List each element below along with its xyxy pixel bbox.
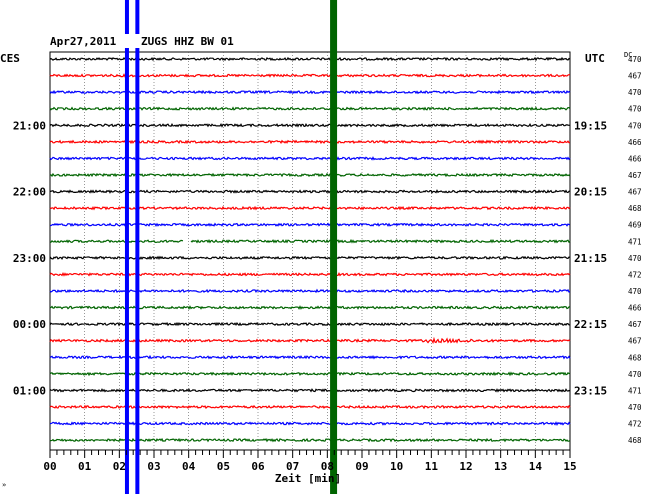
dc-value: 467 [628,171,642,180]
x-tick-label: 03 [147,460,160,473]
x-axis-title: Zeit [min] [275,472,341,485]
left-time-label: 00:00 [13,318,46,331]
dc-value: 467 [628,337,642,346]
x-tick-label: 01 [78,460,92,473]
x-tick-label: 10 [390,460,403,473]
dc-value: 469 [628,221,642,230]
left-time-label: 21:00 [13,119,46,132]
dc-value: 466 [628,304,642,313]
x-tick-label: 14 [529,460,543,473]
dc-value: 470 [628,287,642,296]
marker-layer [124,0,338,494]
label-layer: CES UTC DC Zeit [min] 470 467 470 470 470 466… [0,51,642,485]
x-tick-label: 08 [321,460,334,473]
x-tick-label: 05 [217,460,230,473]
dc-value: 467 [628,72,642,81]
dc-value: 470 [628,403,642,412]
station-label: ZUGS HHZ BW 01 [141,35,234,48]
right-time-label: 19:15 [574,119,607,132]
dc-value: 466 [628,154,642,163]
dc-value: 468 [628,436,642,445]
dc-value: 470 [628,55,642,64]
right-time-label: 20:15 [574,186,607,199]
x-tick-label: 00 [43,460,56,473]
dc-label: DC [624,51,632,59]
x-tick-label: 13 [494,460,507,473]
left-time-label: 01:00 [13,384,46,397]
dc-value: 467 [628,320,642,329]
right-timezone-label: UTC [585,52,605,65]
dc-value: 472 [628,420,642,429]
dc-value: 468 [628,353,642,362]
footer-mark: » [2,481,6,489]
x-tick-label: 02 [113,460,126,473]
x-tick-label: 06 [251,460,265,473]
dc-value: 467 [628,188,642,197]
axis-layer: 00 01 02 03 04 05 06 07 08 09 10 11 12 13 14 15 [43,450,577,473]
right-time-label: 21:15 [574,252,607,265]
date-label: Apr27,2011 [50,35,117,48]
right-time-label: 22:15 [574,318,607,331]
left-time-label: 22:00 [13,186,46,199]
right-time-label: 23:15 [574,384,607,397]
svg-text:»: » [2,481,6,489]
dc-value: 471 [628,237,642,246]
dc-value: 470 [628,254,642,263]
dc-value: 470 [628,88,642,97]
dc-value: 472 [628,270,642,279]
dc-value: 470 [628,105,642,114]
event-marker [330,0,338,494]
event-marker [135,0,140,494]
left-time-label: 23:00 [13,252,46,265]
x-tick-label: 09 [355,460,368,473]
plot-frame [49,51,571,451]
dc-value: 470 [628,121,642,130]
x-tick-label: 04 [182,460,196,473]
x-tick-label: 11 [425,460,439,473]
x-tick-label: 07 [286,460,299,473]
dc-value: 471 [628,386,642,395]
event-marker [124,0,129,494]
x-tick-label: 15 [563,460,576,473]
trace-12 [49,238,571,244]
x-tick-label: 12 [459,460,472,473]
dc-value: 468 [628,204,642,213]
grid-layer [49,51,571,451]
dc-value: 466 [628,138,642,147]
left-timezone-label: CES [0,52,20,65]
chart-header: Apr27,2011 ZUGS HHZ BW 01 [48,34,242,48]
dc-value: 470 [628,370,642,379]
